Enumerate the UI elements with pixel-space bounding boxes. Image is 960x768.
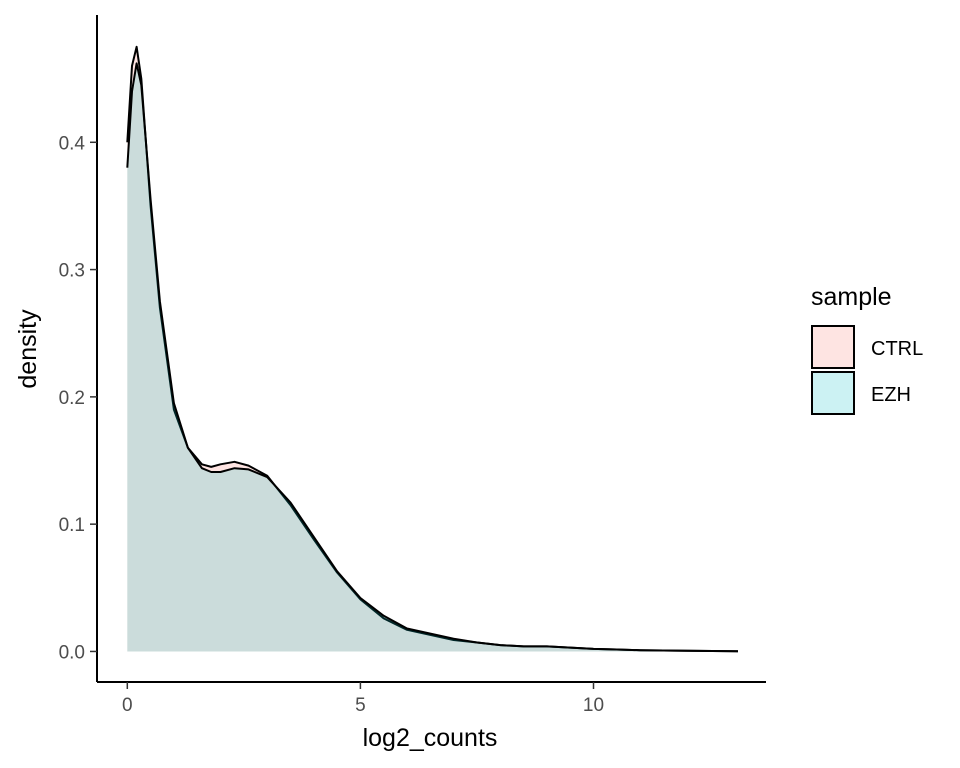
density-area-ezh: [127, 63, 739, 652]
x-axis-title: log2_counts: [363, 724, 498, 752]
x-tick-label: 5: [355, 695, 366, 716]
legend: sample CTRL EZH: [811, 283, 923, 415]
series-layer: [126, 45, 739, 653]
legend-title: sample: [811, 283, 892, 311]
y-axis-title: density: [14, 309, 42, 389]
plot-area: 0.0 0.1 0.2 0.3 0.4 0 5 10: [59, 15, 766, 716]
legend-key-ctrl: [811, 325, 855, 369]
x-axis-ticks: 0 5 10: [122, 682, 604, 716]
x-tick-label: 10: [583, 695, 604, 716]
legend-key-bg: [812, 372, 854, 414]
legend-key-ezh: [811, 371, 855, 415]
density-area-ctrl: [127, 46, 739, 652]
y-axis-ticks: 0.0 0.1 0.2 0.3 0.4: [59, 133, 97, 663]
y-tick-label: 0.0: [59, 642, 85, 663]
density-line-ezh: [126, 62, 739, 653]
legend-items: CTRL EZH: [811, 325, 923, 415]
y-tick-label: 0.4: [59, 133, 86, 154]
legend-label-ezh: EZH: [871, 384, 911, 406]
legend-label-ctrl: CTRL: [871, 338, 923, 360]
x-tick-label: 0: [122, 695, 133, 716]
y-tick-label: 0.1: [59, 515, 85, 536]
y-tick-label: 0.3: [59, 261, 85, 282]
legend-key-bg: [812, 326, 854, 368]
y-tick-label: 0.2: [59, 388, 85, 409]
